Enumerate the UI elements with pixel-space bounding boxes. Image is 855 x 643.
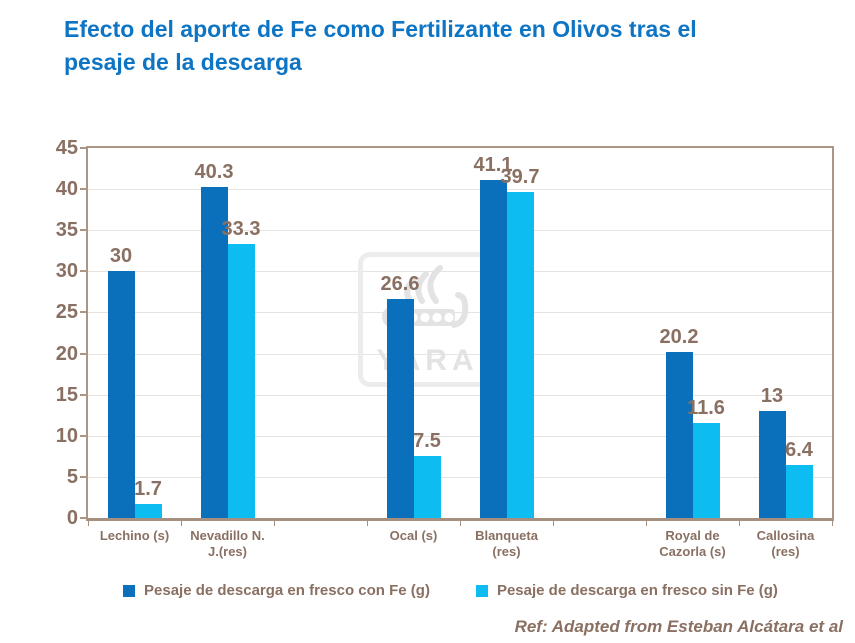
reference-text: Ref: Adapted from Esteban Alcátara et al bbox=[514, 617, 843, 636]
x-axis-tick bbox=[274, 521, 275, 526]
bar-con-fe bbox=[200, 186, 228, 518]
gridline bbox=[88, 476, 832, 478]
bar-sin-fe bbox=[413, 456, 441, 518]
y-axis-label: 15 bbox=[55, 383, 78, 406]
gridline bbox=[88, 230, 832, 232]
y-axis-label: 45 bbox=[55, 137, 78, 159]
category-label: Blanqueta (res) bbox=[475, 528, 538, 560]
category-label-line: (res) bbox=[492, 544, 521, 559]
bar-con-fe bbox=[665, 351, 693, 518]
bar-sin-fe bbox=[227, 244, 255, 518]
bar-value-label: 11.6 bbox=[687, 396, 725, 419]
bar-sin-fe bbox=[692, 422, 720, 518]
bar-value-label: 41.1 bbox=[473, 154, 513, 177]
gridline bbox=[88, 189, 832, 191]
x-axis-tick bbox=[460, 521, 461, 526]
page-title: Efecto del aporte de Fe como Fertilizant… bbox=[64, 16, 697, 75]
legend-label: Pesaje de descarga en fresco con Fe (g) bbox=[144, 582, 430, 599]
bar-value-label: 13 bbox=[760, 385, 784, 408]
yara-watermark: YARA bbox=[358, 252, 497, 387]
category-label-line: Nevadillo N. bbox=[190, 528, 265, 543]
gridline bbox=[88, 394, 832, 396]
legend-label: Pesaje de descarga en fresco sin Fe (g) bbox=[496, 582, 778, 599]
gridline bbox=[88, 353, 832, 355]
bar-con-fe bbox=[107, 271, 135, 518]
bar-value-label: 7.5 bbox=[413, 430, 441, 453]
category-label: Royal de Cazorla (s) bbox=[659, 528, 725, 560]
y-axis-label: 25 bbox=[55, 301, 78, 324]
x-axis-tick bbox=[553, 521, 554, 526]
x-axis-tick bbox=[181, 521, 182, 526]
y-axis-tick bbox=[80, 229, 86, 232]
x-axis-tick bbox=[832, 521, 833, 526]
y-axis-tick bbox=[80, 352, 86, 355]
category-label-line: Blanqueta bbox=[475, 528, 538, 543]
y-axis-tick bbox=[80, 475, 86, 478]
y-axis-label: 5 bbox=[66, 465, 78, 488]
bar-value-label: 40.3 bbox=[194, 160, 234, 183]
category-label-line: Ocal (s) bbox=[389, 528, 438, 543]
gridline bbox=[88, 312, 832, 314]
bar-con-fe bbox=[479, 180, 507, 518]
bar-sin-fe bbox=[785, 465, 813, 518]
legend-item: Pesaje de descarga en fresco sin Fe (g) bbox=[475, 582, 778, 599]
category-label: Nevadillo N. J.(res) bbox=[190, 528, 264, 560]
y-axis-label: 0 bbox=[66, 507, 78, 529]
bar-value-label: 20.2 bbox=[659, 325, 699, 348]
category-label-line: J.(res) bbox=[207, 544, 248, 559]
category-label: Ocal (s) bbox=[390, 528, 438, 544]
category-label-line: Royal de bbox=[665, 528, 720, 543]
y-axis-tick bbox=[80, 147, 86, 149]
bar-sin-fe bbox=[506, 191, 534, 518]
category-label-line: Lechino (s) bbox=[99, 528, 170, 543]
bar-value-label: 6.4 bbox=[785, 439, 813, 462]
y-axis-label: 40 bbox=[55, 178, 78, 201]
category-label-line: (res) bbox=[771, 544, 800, 559]
gridline bbox=[88, 271, 832, 273]
x-axis-tick bbox=[739, 521, 740, 526]
legend-swatch-con-fe bbox=[123, 584, 135, 597]
y-axis-label: 30 bbox=[55, 260, 78, 283]
bar-sin-fe bbox=[134, 504, 162, 518]
bar-value-label: 1.7 bbox=[134, 478, 162, 501]
y-axis-tick bbox=[80, 434, 86, 437]
bar-con-fe bbox=[758, 411, 786, 518]
bar-value-label: 26.6 bbox=[380, 273, 420, 296]
legend-item: Pesaje de descarga en fresco con Fe (g) bbox=[123, 582, 430, 599]
category-label: Callosina (res) bbox=[757, 528, 815, 560]
y-axis-label: 20 bbox=[55, 342, 78, 365]
legend-swatch-sin-fe bbox=[475, 584, 488, 597]
x-axis-tick bbox=[367, 521, 368, 526]
x-axis-tick bbox=[646, 521, 647, 526]
y-axis-tick bbox=[80, 311, 86, 314]
plot-area: YARA 30 1.7 40.3 33.3 26.6 7.5 41.1 39.7 20.2 11.… bbox=[86, 146, 834, 521]
y-axis-tick bbox=[80, 517, 86, 519]
bar-con-fe bbox=[386, 299, 414, 518]
gridline bbox=[88, 435, 832, 437]
y-axis-tick bbox=[80, 270, 86, 273]
y-axis-tick bbox=[80, 393, 86, 396]
y-axis-tick bbox=[80, 188, 86, 191]
chart-legend: Pesaje de descarga en fresco con Fe (g) P… bbox=[123, 582, 778, 599]
category-label-line: Cazorla (s) bbox=[659, 544, 726, 559]
bar-value-label: 30 bbox=[109, 245, 133, 268]
category-label: Lechino (s) bbox=[100, 528, 169, 544]
bar-value-label: 39.7 bbox=[500, 165, 540, 188]
y-axis-label: 35 bbox=[55, 219, 78, 242]
x-axis-tick bbox=[88, 521, 89, 526]
category-label-line: Callosina bbox=[756, 528, 815, 543]
y-axis-label: 10 bbox=[55, 424, 78, 447]
bar-value-label: 33.3 bbox=[221, 218, 261, 241]
